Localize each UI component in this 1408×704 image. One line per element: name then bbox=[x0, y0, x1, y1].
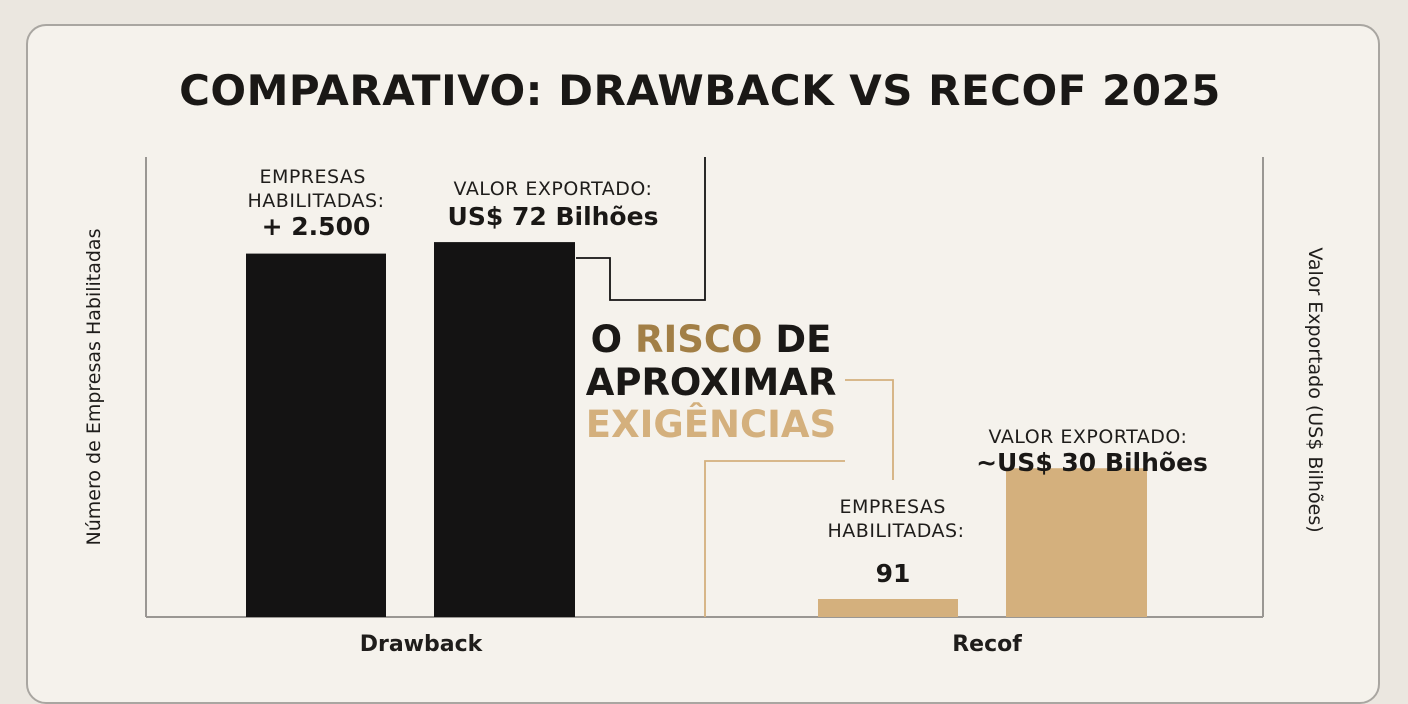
annotation-line-1: O RISCO DE bbox=[591, 318, 832, 361]
label-drawback-empresas-heading: EMPRESAS HABILITADAS: bbox=[248, 166, 385, 212]
label-recof-valor-value: ~US$ 30 Bilhões bbox=[976, 448, 1208, 477]
category-label-recof: Recof bbox=[952, 632, 1022, 657]
label-drawback-valor-heading: VALOR EXPORTADO: bbox=[454, 178, 653, 200]
annotation-line-2: APROXIMAR bbox=[586, 361, 837, 404]
connector-drawback bbox=[576, 157, 706, 301]
bar-recof-empresas bbox=[818, 599, 958, 617]
y-axis-left-title: Número de Empresas Habilitadas bbox=[83, 229, 105, 546]
bar-drawback-valor bbox=[434, 242, 575, 617]
category-label-drawback: Drawback bbox=[360, 632, 484, 657]
chart-title: COMPARATIVO: DRAWBACK VS RECOF 2025 bbox=[179, 66, 1221, 115]
label-drawback-valor-value: US$ 72 Bilhões bbox=[448, 202, 659, 231]
bar-drawback-empresas bbox=[246, 253, 386, 617]
connector-recof-lower bbox=[704, 460, 845, 617]
y-axis-right-title: Valor Exportado (US$ Bilhões) bbox=[1304, 247, 1326, 532]
connector-recof-upper bbox=[845, 379, 894, 480]
chart-svg: COMPARATIVO: DRAWBACK VS RECOF 2025 Núme… bbox=[83, 66, 1326, 657]
annotation-line-3: EXIGÊNCIAS bbox=[586, 402, 836, 446]
label-recof-valor-heading: VALOR EXPORTADO: bbox=[989, 426, 1188, 448]
label-drawback-empresas-value: + 2.500 bbox=[262, 212, 371, 241]
bar-recof-valor bbox=[1006, 468, 1147, 617]
label-recof-empresas-value: 91 bbox=[876, 559, 911, 588]
label-recof-empresas-heading: EMPRESAS HABILITADAS: bbox=[828, 496, 965, 542]
